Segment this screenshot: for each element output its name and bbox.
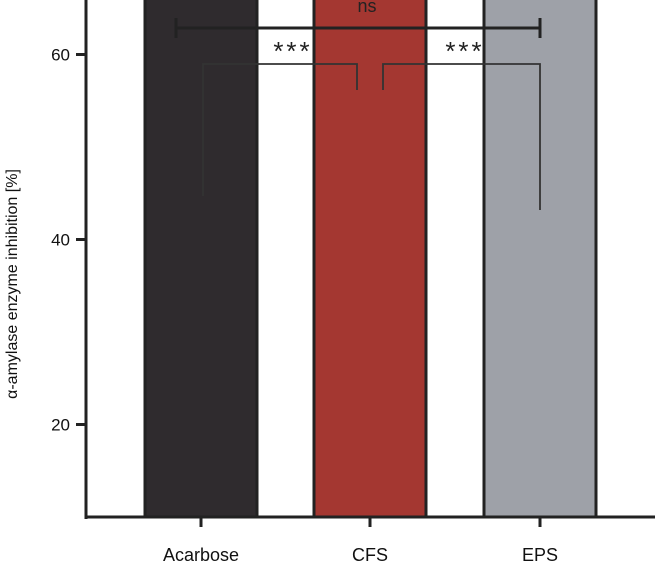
bar-cfs [312,0,428,519]
x-tick-label: Acarbose [163,545,239,563]
y-axis-title: α-amylase enzyme inhibition [%] [4,169,21,399]
sig-label-acarbose-eps: ns [357,0,376,16]
bars [143,0,598,519]
bracket-cfs-eps [382,63,541,210]
bar-acarbose [143,0,259,519]
x-tick-label: EPS [522,545,558,563]
y-tick-label: 60 [51,46,70,65]
sig-label-cfs-eps: *** [445,36,484,66]
y-tick-label: 40 [51,231,70,250]
sig-label-acarbose-cfs: *** [273,36,312,66]
significance-brackets: *** *** ns [174,0,542,210]
x-tick-label: CFS [352,545,388,563]
bracket-acarbose-cfs [202,63,358,196]
y-tick-label: 20 [51,416,70,435]
